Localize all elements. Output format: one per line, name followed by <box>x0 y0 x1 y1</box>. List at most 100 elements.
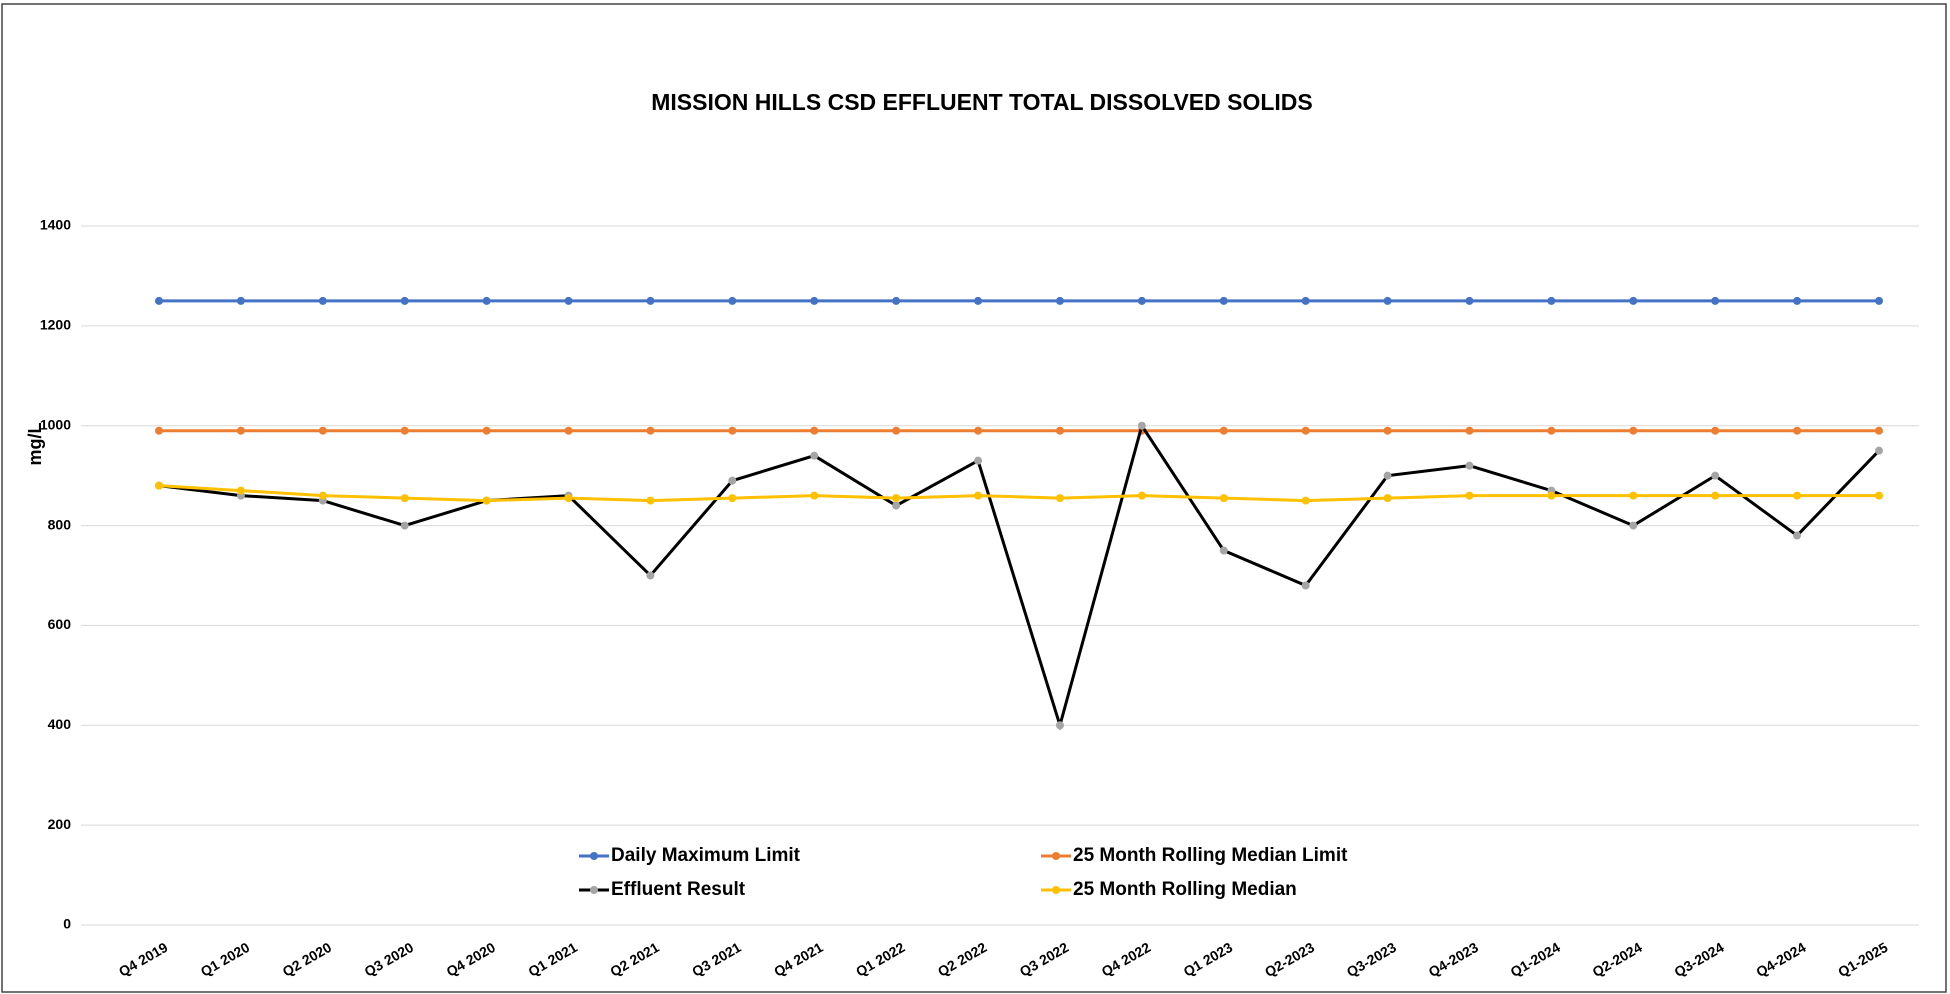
series-marker <box>1711 471 1720 480</box>
series-marker <box>1219 296 1228 305</box>
series-marker <box>1711 426 1720 435</box>
legend-marker <box>1052 886 1060 894</box>
series-marker <box>564 494 573 503</box>
series-marker <box>1055 494 1064 503</box>
series-marker <box>1875 446 1883 455</box>
series-marker <box>1219 426 1228 435</box>
y-axis-label: mg/L <box>25 422 45 465</box>
y-tick-label: 1200 <box>40 317 71 333</box>
legend-marker <box>1052 852 1060 860</box>
series-marker <box>1629 426 1638 435</box>
series-marker <box>1629 296 1638 305</box>
y-tick-label: 400 <box>48 716 72 732</box>
series-marker <box>1711 491 1720 500</box>
legend-marker <box>590 886 598 894</box>
series-marker <box>1383 471 1392 480</box>
y-tick-label: 1000 <box>40 416 71 432</box>
series-marker <box>155 296 163 305</box>
series-marker <box>400 426 409 435</box>
series-marker <box>1465 491 1474 500</box>
series-marker <box>974 491 983 500</box>
series-marker <box>810 451 819 460</box>
series-marker <box>646 296 655 305</box>
series-marker <box>1547 426 1556 435</box>
series-marker <box>1301 426 1310 435</box>
series-marker <box>1137 296 1146 305</box>
series-line <box>158 484 1879 503</box>
series-marker <box>646 496 655 505</box>
series-marker <box>155 426 163 435</box>
series-marker <box>1875 491 1883 500</box>
series-marker <box>482 426 491 435</box>
series-marker <box>892 296 901 305</box>
legend-label: 25 Month Rolling Median <box>1073 879 1297 900</box>
series-marker <box>892 426 901 435</box>
series-marker <box>1137 491 1146 500</box>
series-marker <box>1301 496 1310 505</box>
series-marker <box>646 571 655 580</box>
y-tick-label: 1400 <box>40 217 71 233</box>
series-marker <box>1793 426 1802 435</box>
series-marker <box>318 426 327 435</box>
series-line <box>158 422 1881 731</box>
y-tick-label: 200 <box>48 816 72 832</box>
series-marker <box>974 296 983 305</box>
series-marker <box>728 296 737 305</box>
series-marker <box>236 426 245 435</box>
chart-title: MISSION HILLS CSD EFFLUENT TOTAL DISSOLV… <box>651 89 1313 115</box>
series-marker <box>1711 296 1720 305</box>
series-marker <box>892 494 901 503</box>
series-marker <box>1793 491 1802 500</box>
series-marker <box>1547 296 1556 305</box>
series-marker <box>1301 296 1310 305</box>
series-marker <box>318 296 327 305</box>
legend-label: Effluent Result <box>611 879 746 900</box>
series-marker <box>1465 461 1474 470</box>
series-marker <box>728 494 737 503</box>
legend-label: 25 Month Rolling Median Limit <box>1073 845 1348 866</box>
series-marker <box>810 296 819 305</box>
series-marker <box>1301 581 1310 590</box>
series-marker <box>1547 491 1556 500</box>
series-marker <box>974 426 983 435</box>
series-marker <box>1219 494 1228 503</box>
series-marker <box>400 296 409 305</box>
series-marker <box>810 426 819 435</box>
series-marker <box>892 501 901 510</box>
legend-marker <box>590 852 598 860</box>
series-marker <box>1875 426 1883 435</box>
series-marker <box>1219 546 1228 555</box>
series-marker <box>1055 296 1064 305</box>
series-marker <box>1383 494 1392 503</box>
series-marker <box>236 296 245 305</box>
series-marker <box>1793 531 1802 540</box>
series-marker <box>1875 296 1883 305</box>
series-marker <box>1793 296 1802 305</box>
y-tick-label: 800 <box>48 516 72 532</box>
series-marker <box>1629 521 1638 530</box>
series-marker <box>482 296 491 305</box>
legend-label: Daily Maximum Limit <box>611 845 801 866</box>
series-marker <box>236 486 245 495</box>
series-marker <box>810 491 819 500</box>
series-marker <box>400 521 409 530</box>
series-marker <box>1137 421 1146 430</box>
series-marker <box>974 456 983 465</box>
series-marker <box>564 426 573 435</box>
series-marker <box>155 481 163 490</box>
series-marker <box>400 494 409 503</box>
series-marker <box>1465 426 1474 435</box>
series-marker <box>1055 426 1064 435</box>
series-marker <box>728 426 737 435</box>
series-marker <box>646 426 655 435</box>
series-marker <box>1383 426 1392 435</box>
series-marker <box>1465 296 1474 305</box>
series-marker <box>318 491 327 500</box>
series-marker <box>1629 491 1638 500</box>
series-marker <box>1055 721 1064 730</box>
series-marker <box>1383 296 1392 305</box>
series-marker <box>564 296 573 305</box>
y-tick-label: 0 <box>63 916 71 932</box>
